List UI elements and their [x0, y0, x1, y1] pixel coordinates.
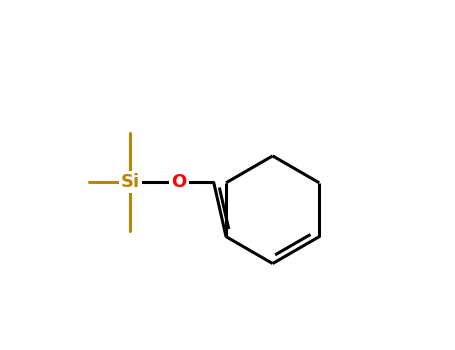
- Text: Si: Si: [121, 173, 140, 191]
- Text: O: O: [171, 173, 187, 191]
